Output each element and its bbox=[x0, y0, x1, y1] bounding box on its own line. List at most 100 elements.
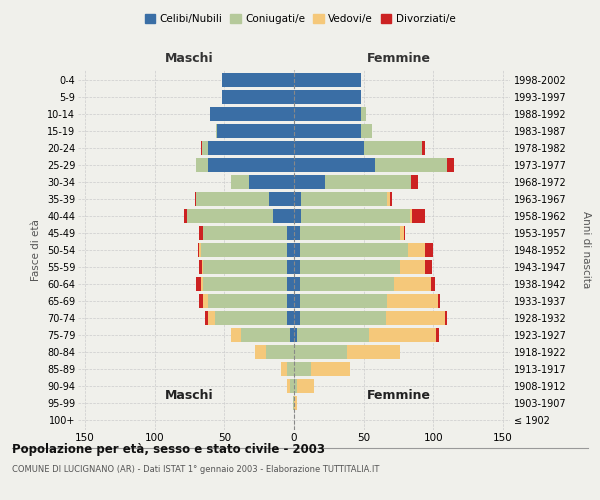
Bar bbox=[287, 243, 294, 257]
Bar bbox=[200, 243, 287, 257]
Bar bbox=[187, 209, 273, 223]
Bar bbox=[294, 379, 297, 393]
Text: Popolazione per età, sesso e stato civile - 2003: Popolazione per età, sesso e stato civil… bbox=[12, 442, 325, 456]
Bar bbox=[290, 328, 294, 342]
Bar bbox=[299, 277, 394, 291]
Bar bbox=[294, 294, 299, 308]
Bar bbox=[375, 158, 447, 172]
Bar bbox=[394, 277, 431, 291]
Bar bbox=[287, 277, 294, 291]
Bar bbox=[294, 277, 299, 291]
Bar bbox=[208, 158, 294, 172]
Bar bbox=[241, 328, 290, 342]
Bar bbox=[437, 294, 440, 308]
Bar bbox=[273, 209, 294, 223]
Bar bbox=[294, 243, 299, 257]
Bar bbox=[217, 124, 294, 138]
Bar bbox=[431, 277, 435, 291]
Bar bbox=[200, 277, 203, 291]
Bar bbox=[294, 209, 301, 223]
Bar bbox=[287, 226, 294, 240]
Text: Femmine: Femmine bbox=[367, 389, 431, 402]
Bar bbox=[293, 396, 294, 410]
Text: Femmine: Femmine bbox=[367, 52, 431, 65]
Bar bbox=[294, 260, 299, 274]
Bar bbox=[231, 328, 241, 342]
Bar bbox=[203, 277, 287, 291]
Bar bbox=[287, 379, 290, 393]
Bar bbox=[400, 226, 404, 240]
Bar bbox=[299, 226, 400, 240]
Bar bbox=[386, 311, 445, 325]
Bar bbox=[390, 192, 392, 206]
Bar bbox=[202, 141, 208, 155]
Bar bbox=[294, 328, 297, 342]
Bar bbox=[200, 141, 202, 155]
Bar bbox=[287, 362, 294, 376]
Bar bbox=[287, 294, 294, 308]
Bar bbox=[221, 73, 294, 87]
Bar bbox=[410, 209, 412, 223]
Bar bbox=[281, 362, 287, 376]
Bar bbox=[203, 294, 208, 308]
Bar bbox=[203, 260, 287, 274]
Bar bbox=[425, 243, 433, 257]
Bar bbox=[294, 141, 364, 155]
Bar bbox=[208, 294, 287, 308]
Bar bbox=[231, 175, 250, 189]
Bar bbox=[255, 345, 266, 359]
Y-axis label: Anni di nascita: Anni di nascita bbox=[581, 212, 591, 288]
Bar bbox=[388, 294, 437, 308]
Bar bbox=[195, 192, 196, 206]
Bar bbox=[445, 311, 447, 325]
Bar bbox=[294, 175, 325, 189]
Bar bbox=[299, 260, 400, 274]
Bar bbox=[361, 124, 372, 138]
Bar bbox=[411, 175, 418, 189]
Bar bbox=[388, 192, 390, 206]
Bar bbox=[199, 243, 200, 257]
Bar bbox=[221, 90, 294, 104]
Bar bbox=[250, 175, 294, 189]
Bar bbox=[294, 311, 299, 325]
Bar bbox=[294, 124, 361, 138]
Bar bbox=[266, 345, 294, 359]
Bar bbox=[294, 90, 361, 104]
Bar bbox=[287, 311, 294, 325]
Bar bbox=[325, 175, 411, 189]
Bar bbox=[301, 192, 388, 206]
Bar bbox=[400, 260, 425, 274]
Bar bbox=[447, 158, 454, 172]
Bar bbox=[299, 311, 386, 325]
Bar bbox=[198, 243, 199, 257]
Bar bbox=[364, 141, 422, 155]
Bar bbox=[422, 141, 425, 155]
Bar bbox=[208, 311, 215, 325]
Bar bbox=[311, 362, 350, 376]
Bar bbox=[297, 379, 314, 393]
Bar bbox=[361, 107, 367, 121]
Bar bbox=[211, 107, 294, 121]
Bar bbox=[294, 362, 311, 376]
Bar bbox=[412, 209, 425, 223]
Bar bbox=[199, 260, 202, 274]
Bar bbox=[216, 124, 217, 138]
Bar bbox=[184, 209, 187, 223]
Bar bbox=[294, 396, 297, 410]
Text: COMUNE DI LUCIGNANO (AR) - Dati ISTAT 1° gennaio 2003 - Elaborazione TUTTITALIA.: COMUNE DI LUCIGNANO (AR) - Dati ISTAT 1°… bbox=[12, 466, 379, 474]
Bar bbox=[294, 73, 361, 87]
Bar bbox=[294, 192, 301, 206]
Bar bbox=[299, 243, 408, 257]
Bar bbox=[269, 192, 294, 206]
Bar bbox=[294, 158, 375, 172]
Bar bbox=[196, 277, 200, 291]
Bar bbox=[294, 226, 299, 240]
Bar bbox=[208, 141, 294, 155]
Bar bbox=[369, 328, 436, 342]
Bar bbox=[196, 192, 269, 206]
Text: Maschi: Maschi bbox=[165, 52, 214, 65]
Bar bbox=[199, 294, 203, 308]
Text: Maschi: Maschi bbox=[165, 389, 214, 402]
Bar bbox=[202, 260, 203, 274]
Bar bbox=[196, 158, 208, 172]
